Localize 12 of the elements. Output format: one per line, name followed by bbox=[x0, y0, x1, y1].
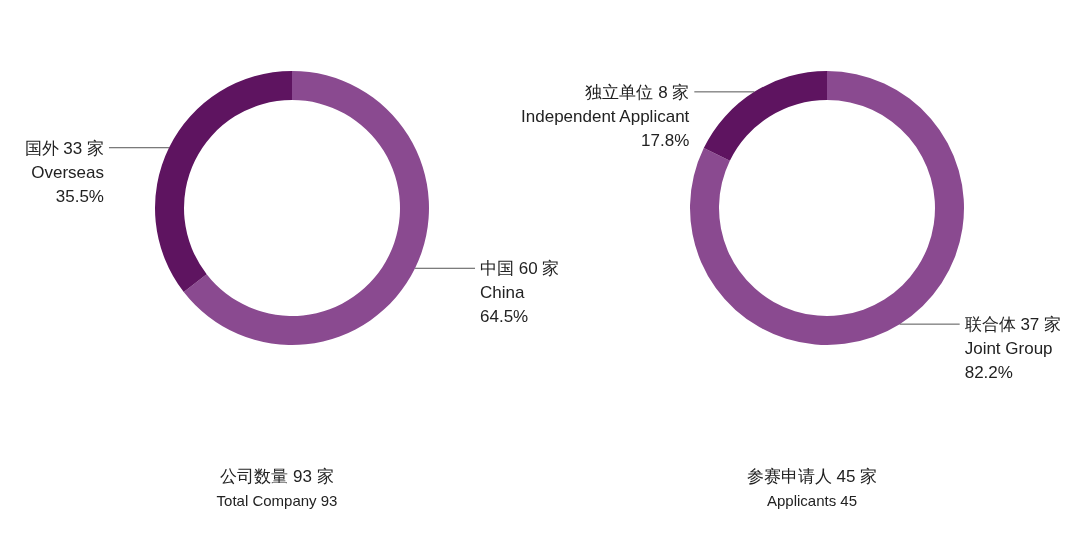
text: 参赛申请人 45 家 bbox=[746, 467, 878, 486]
slice-label: 联合体 37 家 Joint Group bbox=[964, 315, 1062, 359]
data-label: 35.5% bbox=[55, 186, 104, 206]
text: Applicants 45 bbox=[766, 492, 858, 509]
data-label: 64.5% bbox=[480, 307, 529, 327]
slice-label: 独立单位 8 家 Independent Applicant bbox=[521, 82, 690, 126]
data-label: 17.8% bbox=[641, 130, 690, 150]
slice-label: 国外 33 家 Overseas bbox=[24, 138, 104, 182]
slice-label: 中国 60 家 China bbox=[480, 259, 560, 303]
text: 公司数量 93 家 bbox=[220, 467, 334, 486]
data-label: 82.2% bbox=[964, 363, 1013, 383]
text: Total Company 93 bbox=[216, 492, 338, 509]
